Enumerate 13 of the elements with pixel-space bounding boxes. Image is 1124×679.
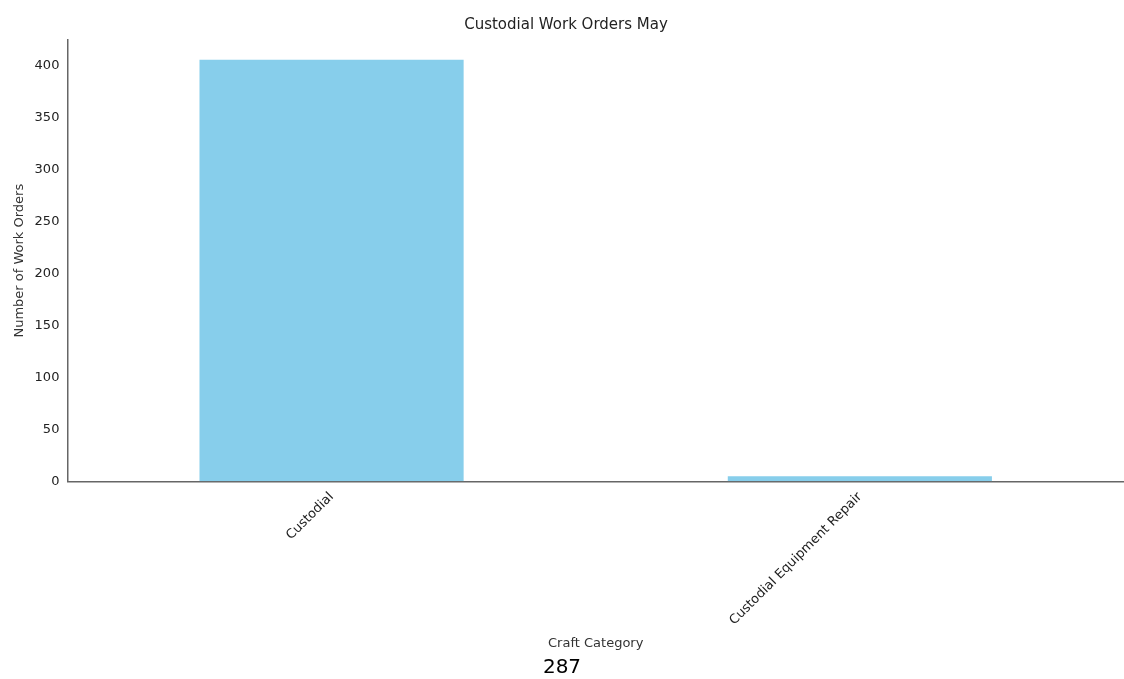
y-tick-label: 350	[34, 109, 60, 125]
y-tick-label: 50	[42, 420, 60, 436]
chart-title: Custodial Work Orders May	[464, 14, 668, 33]
y-tick-label: 150	[34, 316, 60, 332]
y-tick-label: 0	[51, 472, 60, 488]
text: 287	[542, 654, 582, 679]
y-tick-label: 100	[34, 368, 60, 384]
x-axis-title: Craft Category	[548, 634, 644, 650]
y-tick-label: 200	[34, 265, 60, 281]
y-tick-label: 250	[34, 213, 60, 229]
y-axis-title: Number of Work Orders	[11, 183, 27, 338]
y-tick-label: 400	[34, 57, 60, 73]
y-tick-label: 300	[34, 161, 60, 177]
